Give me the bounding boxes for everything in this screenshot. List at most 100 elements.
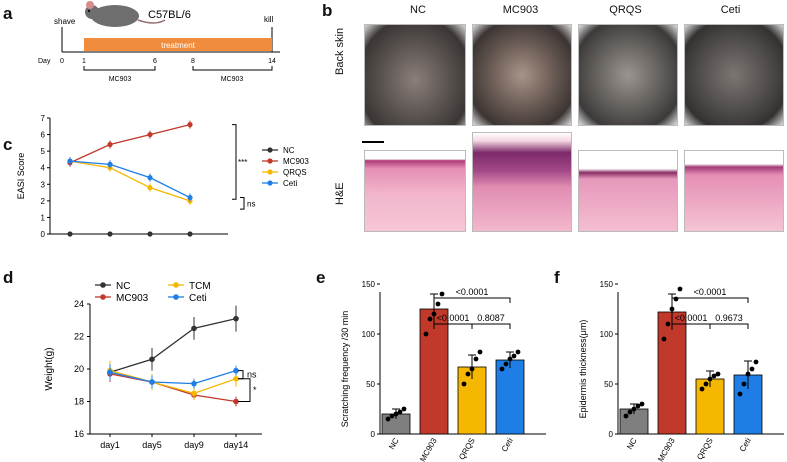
data-dot	[699, 386, 705, 392]
data-dot	[715, 371, 721, 377]
legend-label: NC	[283, 146, 295, 155]
data-dot	[741, 381, 747, 387]
data-dot	[707, 376, 713, 382]
x-tick-label: QRQS	[457, 437, 477, 462]
data-dot	[631, 406, 637, 412]
comparison-label: 0.9673	[715, 313, 743, 323]
he-photo-mc903	[472, 132, 572, 232]
tick-8: 8	[191, 58, 195, 65]
sig-label-1: ns	[247, 370, 257, 380]
bar-qrqs	[695, 378, 725, 435]
data-dot	[473, 356, 479, 362]
x-tick-label: day9	[184, 440, 204, 450]
legend-marker	[267, 169, 273, 175]
data-dot	[385, 416, 391, 422]
scale-bar	[362, 141, 384, 143]
data-dot	[711, 373, 717, 379]
back-skin-photo-mc903	[472, 24, 572, 126]
comparison-label: 0.8087	[477, 313, 505, 323]
bar-mc903	[657, 311, 687, 435]
timeline-diagram: shave C57BL/6 kill treatment Day 0 1 6 8…	[38, 1, 280, 83]
y-tick-label: 18	[74, 397, 84, 407]
legend-label: Ceti	[283, 179, 297, 188]
x-tick-label: day1	[100, 440, 120, 450]
sig-label-2: *	[253, 385, 257, 395]
mouse-icon	[85, 1, 166, 27]
tick-14: 14	[268, 58, 276, 65]
back-skin-photo-ceti	[684, 24, 784, 126]
x-tick-label: MC903	[656, 436, 677, 462]
panel-label-b: b	[322, 1, 333, 20]
data-dot	[703, 381, 709, 387]
comparison-bracket	[671, 297, 749, 303]
y-tick-label: 7	[41, 114, 46, 123]
treatment-label: treatment	[161, 41, 196, 50]
data-point-mc903	[147, 131, 153, 138]
y-tick-label: 24	[74, 299, 84, 309]
x-tick-label: NC	[625, 436, 639, 451]
legend-marker	[173, 294, 179, 300]
he-photo-qrqs	[578, 150, 678, 232]
row-label-back-skin: Back skin	[334, 27, 346, 75]
sig-label-2: ns	[247, 199, 255, 208]
data-dot	[461, 381, 467, 387]
y-axis-label: Weight(g)	[44, 347, 55, 390]
series-line-ceti	[69, 160, 191, 199]
data-dot	[749, 366, 755, 372]
comparison-label: <0.0001	[437, 313, 470, 323]
sig-bracket-2	[240, 197, 245, 210]
data-point-qrqs	[147, 185, 153, 191]
data-dot	[427, 316, 433, 322]
weight-chart: 16 18 20 22 24 day1 day5 day9 day14 Weight(g) ns * N…	[44, 281, 262, 450]
sig-bracket-1	[238, 370, 244, 380]
back-skin-photo-nc	[364, 24, 466, 126]
series-line-mc903	[109, 373, 237, 403]
bracket-1-label: MC903	[109, 76, 132, 83]
y-tick-label: 50	[366, 380, 375, 389]
legend-marker	[267, 147, 273, 153]
data-point-ceti	[107, 161, 113, 167]
series-line-nc	[109, 317, 237, 373]
data-dot	[435, 301, 441, 307]
data-point-ceti	[147, 175, 153, 181]
data-dot	[439, 291, 445, 297]
x-tick-label: NC	[387, 436, 401, 451]
column-label-mc903: MC903	[502, 4, 539, 16]
data-point-mc903	[107, 141, 113, 148]
legend-label: NC	[116, 281, 130, 292]
data-point-nc	[147, 231, 153, 237]
x-tick-label: Ceti	[500, 436, 515, 453]
y-tick-label: 100	[362, 330, 376, 339]
comparison-label: <0.0001	[694, 287, 727, 297]
data-point-tcm	[191, 390, 197, 397]
data-dot	[665, 321, 671, 327]
easi-chart: 0 1 2 3 4 5 6 7 EASI Score *** ns NC MC903 QRQS Ceti	[16, 114, 309, 239]
y-tick-label: 22	[74, 332, 84, 342]
y-tick-label: 150	[362, 280, 376, 289]
bar-ceti	[495, 359, 525, 435]
panel-label-e: e	[316, 268, 326, 287]
data-point-ceti	[107, 369, 113, 376]
y-tick-label: 100	[600, 330, 614, 339]
data-dot	[635, 403, 641, 409]
data-dot	[389, 413, 395, 419]
data-dot	[627, 409, 633, 415]
data-dot	[737, 391, 743, 397]
series-line-tcm	[109, 369, 237, 395]
timeline-shave-label: shave	[54, 17, 76, 26]
legend-marker	[173, 282, 179, 288]
y-axis-label: Epidermis thickness(μm)	[578, 320, 588, 419]
legend-marker	[267, 158, 273, 164]
x-tick-label: day14	[224, 440, 249, 450]
data-dot	[393, 411, 399, 417]
data-dot	[753, 359, 759, 365]
data-point-nc	[107, 231, 113, 237]
data-point-mc903	[187, 122, 193, 128]
data-dot	[673, 296, 679, 302]
legend-label: MC903	[283, 157, 309, 166]
data-dot	[469, 366, 475, 372]
comparison-bracket	[471, 323, 511, 329]
data-point-nc	[187, 231, 193, 237]
data-dot	[477, 349, 483, 355]
row-label-he: H&E	[334, 182, 346, 205]
